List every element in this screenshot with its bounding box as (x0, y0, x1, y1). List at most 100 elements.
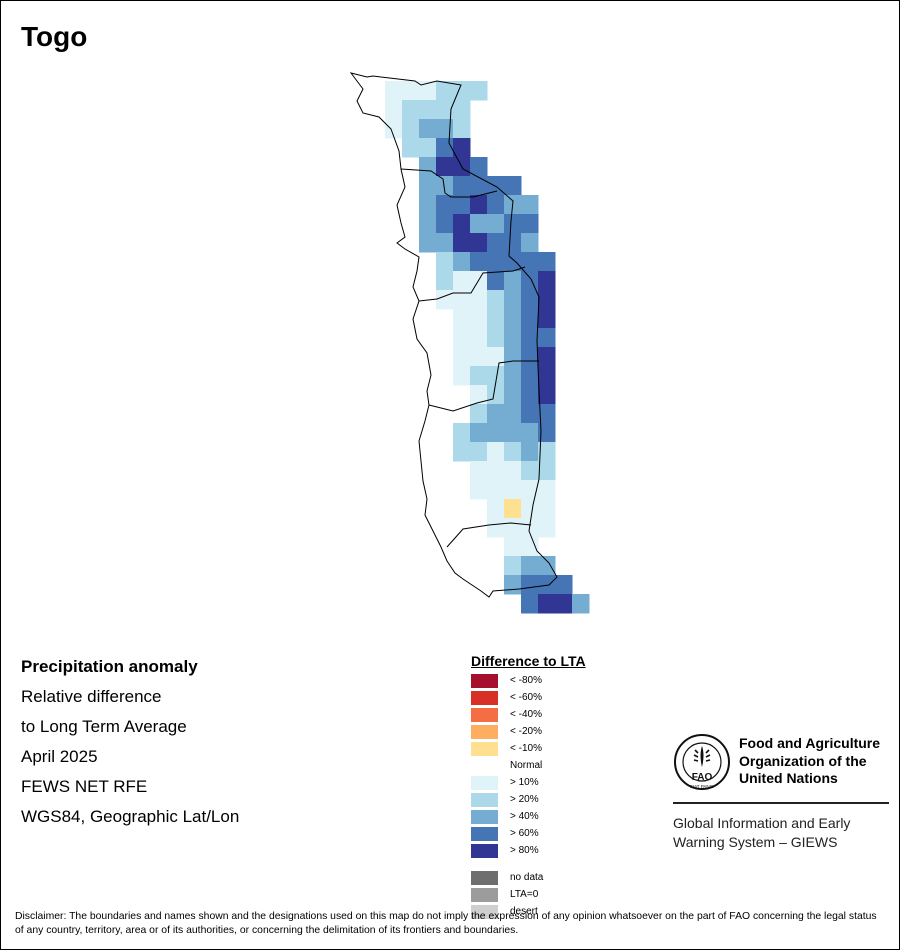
legend-class-item: > 10% (471, 774, 671, 791)
raster-cell (504, 442, 522, 462)
legend-label: > 20% (510, 794, 539, 805)
raster-cell (470, 461, 488, 481)
raster-cell (419, 119, 437, 139)
legend-class-item: < -20% (471, 723, 671, 740)
raster-cell (453, 290, 471, 310)
raster-cell (436, 214, 454, 234)
raster-cell (504, 385, 522, 405)
raster-cell (538, 404, 556, 424)
raster-cell (453, 252, 471, 272)
raster-cell (487, 461, 505, 481)
raster-cell (470, 290, 488, 310)
raster-cell (470, 347, 488, 367)
legend-class-item: < -60% (471, 689, 671, 706)
legend-swatch (471, 741, 498, 756)
legend-label: desert (510, 906, 538, 917)
raster-cell (521, 366, 539, 386)
raster-cell (555, 594, 573, 614)
raster-cell (521, 214, 539, 234)
raster-cell (538, 290, 556, 310)
raster-cell (538, 328, 556, 348)
legend-class-item: < -10% (471, 740, 671, 757)
raster-cell (419, 176, 437, 196)
raster-cell (538, 252, 556, 272)
raster-cell (453, 442, 471, 462)
raster-cell (402, 81, 420, 101)
raster-cell (402, 119, 420, 139)
raster-cell (504, 233, 522, 253)
raster-cell (504, 309, 522, 329)
legend-class-item: Normal (471, 757, 671, 774)
raster-cell (470, 157, 488, 177)
raster-cell (385, 119, 403, 139)
raster-cell (538, 480, 556, 500)
raster-cell (538, 309, 556, 329)
raster-cell (487, 233, 505, 253)
raster-cell (453, 271, 471, 291)
raster-cell (419, 81, 437, 101)
raster-cell (453, 214, 471, 234)
map-title: Togo (21, 21, 88, 52)
raster-cell (487, 290, 505, 310)
raster-cell (521, 328, 539, 348)
raster-cell (538, 499, 556, 519)
legend-swatch (471, 775, 498, 790)
raster-cell (402, 100, 420, 120)
raster-cell (470, 442, 488, 462)
raster-cell (538, 366, 556, 386)
raster-cell (487, 366, 505, 386)
raster-cell (487, 423, 505, 443)
legend-label: no data (510, 872, 544, 883)
raster-cell (419, 100, 437, 120)
raster-cell (504, 537, 522, 557)
disclaimer: Disclaimer: The boundaries and names sho… (15, 911, 877, 936)
legend-extra-item: no data (471, 869, 671, 886)
legend-label: > 40% (510, 811, 539, 822)
raster-cell (436, 138, 454, 158)
legend-label: LTA=0 (510, 889, 539, 900)
legend-swatch (471, 870, 498, 885)
map-metadata: Precipitation anomaly Relative differenc… (21, 657, 441, 837)
legend-class-item: > 80% (471, 842, 671, 859)
raster-cell (504, 480, 522, 500)
legend-title: Difference to LTA (471, 653, 586, 669)
region-boundary-savanes (400, 168, 498, 198)
raster-cell (521, 347, 539, 367)
raster-cell (470, 195, 488, 215)
raster-cell (487, 176, 505, 196)
raster-cell (436, 176, 454, 196)
raster-cell (453, 233, 471, 253)
legend-swatch (471, 843, 498, 858)
raster-cell (470, 252, 488, 272)
raster-cell (453, 138, 471, 158)
raster-cell (470, 366, 488, 386)
legend-swatch (471, 826, 498, 841)
legend-label: < -20% (510, 726, 542, 737)
raster-cell (504, 271, 522, 291)
raster-cell (419, 214, 437, 234)
raster-cell (521, 271, 539, 291)
raster-cell (538, 556, 556, 576)
raster-cell (470, 309, 488, 329)
raster-cell (504, 252, 522, 272)
raster-cell (504, 499, 522, 519)
legend-label: < -60% (510, 692, 542, 703)
variable-label: Precipitation anomaly (21, 657, 198, 676)
legend-class-item: > 40% (471, 808, 671, 825)
raster-cell (572, 594, 590, 614)
legend-swatch (471, 758, 498, 773)
raster-cell (470, 480, 488, 500)
raster-cell (555, 575, 573, 595)
raster-cell (504, 556, 522, 576)
raster-cell (487, 214, 505, 234)
raster-cell (419, 195, 437, 215)
raster-cell (470, 233, 488, 253)
raster-cell (521, 575, 539, 595)
raster-cell (521, 594, 539, 614)
legend-swatch (471, 904, 498, 919)
legend-class-item: < -80% (471, 672, 671, 689)
raster-cell (470, 214, 488, 234)
legend-swatch (471, 809, 498, 824)
raster-cell (504, 347, 522, 367)
raster-cell (504, 404, 522, 424)
